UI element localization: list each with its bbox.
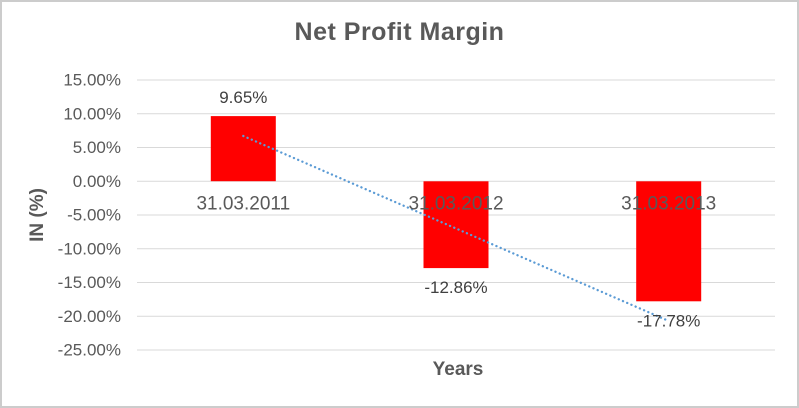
bar xyxy=(210,116,276,182)
y-tick-label: 5.00% xyxy=(73,138,121,157)
bar xyxy=(636,181,702,302)
y-tick-label: -25.00% xyxy=(58,341,121,360)
y-tick-label: 10.00% xyxy=(63,104,121,123)
y-tick-label: 15.00% xyxy=(63,71,121,90)
y-tick-label: -10.00% xyxy=(58,239,121,258)
chart-title: Net Profit Margin xyxy=(294,18,505,46)
category-label: 31.03.2012 xyxy=(408,193,503,214)
y-tick-label: -5.00% xyxy=(67,206,121,225)
trendline xyxy=(242,134,670,323)
y-tick-label: -15.00% xyxy=(58,273,121,292)
bar xyxy=(423,181,489,269)
y-tick-label: 0.00% xyxy=(73,172,121,191)
data-label: -12.86% xyxy=(424,278,487,297)
category-label: 31.03.2013 xyxy=(621,193,716,214)
data-label: 9.65% xyxy=(219,88,267,107)
y-tick-label: -20.00% xyxy=(58,307,121,326)
data-label: -17.78% xyxy=(637,311,700,330)
x-axis-title: Years xyxy=(432,359,484,380)
category-label: 31.03.2011 xyxy=(196,193,290,214)
